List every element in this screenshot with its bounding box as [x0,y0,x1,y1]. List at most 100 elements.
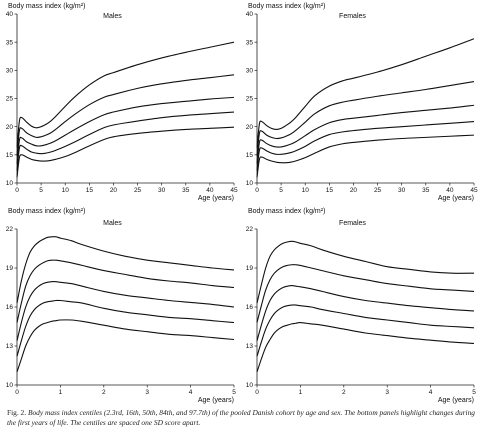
x-tick-label: 5 [279,187,283,194]
x-tick-label: 5 [232,389,236,396]
y-tick-label: 25 [246,96,254,103]
y-tick-label: 15 [246,152,254,159]
centile-line-3 [256,284,475,341]
centile-line-5 [16,41,235,148]
y-tick-label: 16 [246,304,254,311]
panel-males-0-45: 10 15 20 25 30 35 40 0 5 10 15 20 25 30 35 40 45 Body mas… [0,0,240,205]
centile-line-3 [16,281,235,341]
caption-text: Body mass index centiles (2.3rd, 16th, 5… [7,408,475,427]
y-tick-label: 30 [246,68,254,75]
y-tick-label: 30 [6,68,14,75]
x-tick-label: 25 [374,187,382,194]
panel-title: Males [103,13,122,20]
x-tick-label: 35 [422,187,430,194]
x-tick-label: 15 [326,187,334,194]
centile-line-2 [16,111,235,171]
y-tick-label: 10 [6,382,14,389]
y-tick-label: 40 [246,11,254,18]
centile-line-1 [256,322,475,373]
x-tick-label: 3 [385,389,389,396]
centile-line-4 [256,81,475,157]
centile-line-5 [16,236,235,304]
figure-caption: Fig. 2. Body mass index centiles (2.3rd,… [7,408,475,428]
centile-line-1 [256,134,475,178]
panel-title: Females [339,13,366,20]
x-tick-label: 45 [470,187,478,194]
x-tick-label: 2 [342,389,346,396]
y-tick-label: 22 [246,226,254,233]
x-tick-label: 1 [299,389,303,396]
x-tick-label: 20 [110,187,118,194]
y-axis-label: Body mass index (kg/m²) [8,208,85,215]
centile-line-5 [256,38,475,148]
x-tick-label: 25 [134,187,142,194]
x-tick-label: 40 [446,187,454,194]
y-axis-label: Body mass index (kg/m²) [248,3,325,10]
y-tick-label: 35 [6,39,14,46]
y-tick-label: 20 [6,124,14,131]
centile-line-5 [256,240,475,304]
y-tick-label: 40 [6,11,14,18]
centile-line-1 [16,126,235,178]
x-tick-label: 0 [255,389,259,396]
y-tick-label: 16 [6,304,14,311]
x-tick-label: 30 [398,187,406,194]
panel-males-0-5: 10 13 16 19 22 0 1 2 3 4 5 Body mass index (kg/m²) A… [0,205,240,405]
chart-svg: 10 15 20 25 30 35 40 0 5 10 15 20 25 30 35 40 45 Body mas… [246,3,478,202]
x-tick-label: 40 [206,187,214,194]
x-tick-label: 2 [102,389,106,396]
panel-title: Males [103,220,122,227]
chart-svg: 10 13 16 19 22 0 1 2 3 4 5 Body mass index (kg/m²) A… [246,208,476,404]
x-tick-label: 15 [86,187,94,194]
x-tick-label: 5 [39,187,43,194]
x-axis-label: Age (years) [438,397,474,404]
centile-line-3 [16,96,235,164]
y-tick-label: 19 [246,265,254,272]
caption-figure-label: Fig. 2. [7,408,27,417]
x-tick-label: 0 [255,187,259,194]
chart-svg: 10 13 16 19 22 0 1 2 3 4 5 Body mass index (kg/m²) A… [6,208,236,404]
y-tick-label: 10 [246,180,254,187]
panel-females-0-5: 10 13 16 19 22 0 1 2 3 4 5 Body mass index (kg/m²) A… [240,205,480,405]
x-tick-label: 4 [429,389,433,396]
y-tick-label: 25 [6,96,14,103]
centile-line-2 [16,299,235,357]
centile-line-4 [256,264,475,323]
x-tick-label: 45 [230,187,238,194]
x-tick-label: 35 [182,187,190,194]
y-tick-label: 20 [246,124,254,131]
y-tick-label: 13 [6,343,14,350]
y-axis-label: Body mass index (kg/m²) [248,208,325,215]
centile-line-2 [256,121,475,171]
x-tick-label: 4 [189,389,193,396]
x-tick-label: 0 [15,389,19,396]
centile-line-4 [16,74,235,157]
panel-title: Females [339,220,366,227]
centile-line-4 [16,259,235,323]
chart-svg: 10 15 20 25 30 35 40 0 5 10 15 20 25 30 35 40 45 Body mas… [6,3,238,202]
y-tick-label: 19 [6,265,14,272]
x-tick-label: 10 [62,187,70,194]
y-tick-label: 35 [246,39,254,46]
x-axis-label: Age (years) [198,397,234,404]
centile-line-1 [16,319,235,373]
x-tick-label: 1 [59,389,63,396]
y-tick-label: 15 [6,152,14,159]
x-tick-label: 3 [145,389,149,396]
y-tick-label: 13 [246,343,254,350]
centile-line-3 [256,104,475,164]
y-tick-label: 10 [246,382,254,389]
x-axis-label: Age (years) [438,195,474,202]
x-tick-label: 10 [302,187,310,194]
y-tick-label: 22 [6,226,14,233]
panel-females-0-45: 10 15 20 25 30 35 40 0 5 10 15 20 25 30 35 40 45 Body mas… [240,0,480,205]
centile-line-2 [256,304,475,357]
x-tick-label: 0 [15,187,19,194]
x-axis-label: Age (years) [198,195,234,202]
x-tick-label: 5 [472,389,476,396]
y-tick-label: 10 [6,180,14,187]
x-tick-label: 30 [158,187,166,194]
x-tick-label: 20 [350,187,358,194]
y-axis-label: Body mass index (kg/m²) [8,3,85,10]
